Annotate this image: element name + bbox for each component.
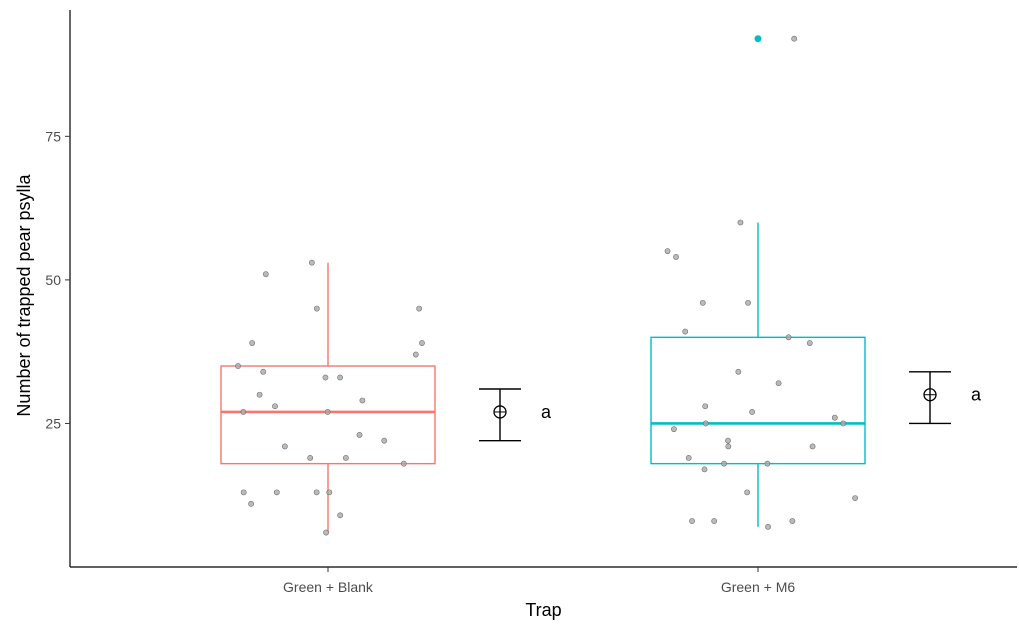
data-point <box>776 381 781 386</box>
data-point <box>671 427 676 432</box>
data-point <box>700 300 705 305</box>
y-tick-label: 50 <box>45 272 61 288</box>
data-point <box>382 438 387 443</box>
data-point <box>703 404 708 409</box>
data-point <box>810 444 815 449</box>
data-point <box>790 518 795 523</box>
data-point <box>360 398 365 403</box>
data-point <box>745 300 750 305</box>
data-point <box>308 455 313 460</box>
data-point <box>413 352 418 357</box>
data-point <box>702 467 707 472</box>
data-point <box>417 306 422 311</box>
data-point <box>665 249 670 254</box>
data-point <box>337 375 342 380</box>
outlier-point <box>755 35 762 42</box>
data-point <box>241 409 246 414</box>
data-point <box>673 254 678 259</box>
tick-labels: 25 50 75 Green + Blank Green + M6 <box>45 128 795 595</box>
data-point <box>745 490 750 495</box>
data-point <box>725 438 730 443</box>
data-point <box>765 461 770 466</box>
data-point <box>357 432 362 437</box>
box <box>651 337 865 463</box>
data-point <box>832 415 837 420</box>
data-point <box>235 363 240 368</box>
data-point <box>419 340 424 345</box>
data-point <box>401 461 406 466</box>
data-point <box>736 369 741 374</box>
data-point <box>314 306 319 311</box>
data-point <box>738 220 743 225</box>
plot-marks: aa <box>221 35 982 535</box>
data-point <box>853 495 858 500</box>
data-point <box>750 409 755 414</box>
data-point <box>323 530 328 535</box>
data-point <box>686 455 691 460</box>
data-point <box>325 409 330 414</box>
data-point <box>721 461 726 466</box>
y-tick-label: 25 <box>45 415 61 431</box>
y-tick-label: 75 <box>45 128 61 144</box>
data-point <box>309 260 314 265</box>
group-0: a <box>221 260 552 535</box>
x-axis-title: Trap <box>525 600 561 620</box>
data-point <box>683 329 688 334</box>
data-point <box>257 392 262 397</box>
data-point <box>261 369 266 374</box>
data-point <box>250 340 255 345</box>
significance-label: a <box>971 385 982 405</box>
data-point <box>786 335 791 340</box>
x-tick-label: Green + Blank <box>283 579 374 595</box>
data-point <box>338 513 343 518</box>
data-point <box>703 421 708 426</box>
data-point <box>248 501 253 506</box>
data-point <box>327 490 332 495</box>
x-tick-label: Green + M6 <box>721 579 796 595</box>
data-point <box>282 444 287 449</box>
data-point <box>689 518 694 523</box>
data-point <box>712 518 717 523</box>
data-point <box>274 490 279 495</box>
y-axis-title: Number of trapped pear psylla <box>14 173 34 416</box>
significance-label: a <box>541 402 552 422</box>
data-point <box>263 272 268 277</box>
axes <box>70 10 1017 567</box>
data-point <box>841 421 846 426</box>
data-point <box>314 490 319 495</box>
data-point <box>726 444 731 449</box>
data-point <box>323 375 328 380</box>
data-point <box>807 340 812 345</box>
data-point <box>241 490 246 495</box>
data-point <box>792 36 797 41</box>
data-point <box>272 404 277 409</box>
group-1: a <box>651 35 982 529</box>
data-point <box>343 455 348 460</box>
data-point <box>765 524 770 529</box>
